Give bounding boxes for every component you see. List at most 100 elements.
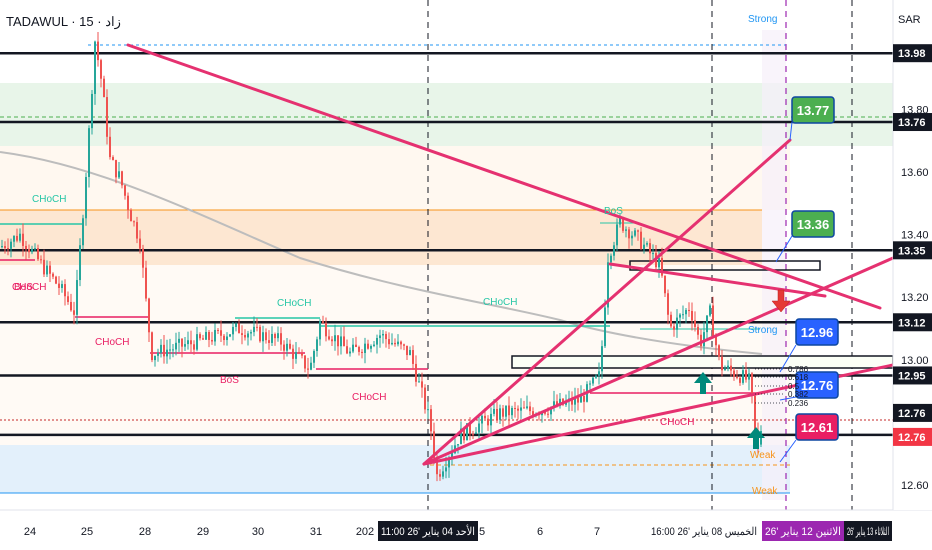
candle-body bbox=[406, 345, 408, 356]
candle-body bbox=[664, 275, 666, 294]
candle-body bbox=[592, 377, 594, 384]
candle-body bbox=[733, 370, 735, 377]
candle-body bbox=[259, 326, 261, 342]
candle-body bbox=[601, 346, 603, 372]
candle-body bbox=[700, 334, 702, 347]
price-badge bbox=[893, 313, 932, 332]
candle-body bbox=[325, 322, 327, 337]
candle-body bbox=[10, 241, 12, 249]
candle-body bbox=[130, 210, 132, 222]
time-tick-label: 31 bbox=[310, 526, 322, 538]
target-callout bbox=[791, 210, 835, 238]
candle-body bbox=[184, 344, 186, 347]
down-arrow-icon bbox=[771, 289, 791, 313]
candle-body bbox=[511, 407, 513, 416]
candle-body bbox=[163, 344, 165, 357]
callout-connectors bbox=[775, 121, 797, 463]
price-badge-label: 12.95 bbox=[898, 370, 926, 382]
target-callout bbox=[791, 96, 835, 124]
candle-body bbox=[292, 348, 294, 359]
target-callout-label: 13.36 bbox=[797, 217, 830, 232]
price-badge-label: 12.76 bbox=[898, 408, 926, 420]
candle-body bbox=[154, 355, 156, 361]
candle-body bbox=[547, 413, 549, 415]
candle-body bbox=[310, 362, 312, 370]
candle-body bbox=[526, 406, 528, 409]
candle-body bbox=[58, 283, 60, 288]
price-badge bbox=[893, 403, 932, 422]
candle-body bbox=[466, 423, 468, 441]
candle-body bbox=[343, 336, 345, 347]
candle-body bbox=[451, 453, 453, 459]
candle-body bbox=[697, 326, 699, 335]
candle-body bbox=[13, 235, 15, 242]
candle-body bbox=[442, 471, 444, 477]
candle-body bbox=[268, 340, 270, 343]
candle-body bbox=[559, 398, 561, 406]
choch-label: CHoCH bbox=[352, 392, 386, 403]
candle-body bbox=[100, 60, 102, 79]
candle-body bbox=[367, 343, 369, 349]
candle-body bbox=[649, 243, 651, 254]
choch-label: CHoCH bbox=[12, 282, 46, 293]
candle-body bbox=[409, 350, 411, 356]
price-badge-label: 13.76 bbox=[898, 117, 926, 129]
candle-body bbox=[355, 344, 357, 347]
strong-label: Strong bbox=[748, 325, 777, 336]
candle-body bbox=[166, 349, 168, 357]
candle-body bbox=[178, 338, 180, 343]
bos-label: BoS bbox=[14, 282, 33, 293]
weak-label: Weak bbox=[750, 450, 776, 461]
candle-body bbox=[616, 224, 618, 246]
candle-body bbox=[424, 387, 426, 410]
candle-body bbox=[73, 310, 75, 315]
candle-body bbox=[196, 334, 198, 350]
candle-body bbox=[634, 230, 636, 236]
candle-body bbox=[55, 276, 57, 284]
candle-body bbox=[574, 397, 576, 405]
candle-body bbox=[652, 253, 654, 255]
candle-body bbox=[703, 332, 705, 347]
price-badge-label: 13.35 bbox=[898, 245, 926, 257]
candle-body bbox=[7, 248, 9, 250]
moving-average-line bbox=[0, 151, 763, 355]
projection-zone bbox=[762, 30, 786, 500]
candle-body bbox=[247, 333, 249, 338]
candle-body bbox=[553, 401, 555, 408]
candle-body bbox=[742, 370, 744, 383]
fib-lines bbox=[755, 368, 785, 404]
candle-body bbox=[85, 177, 87, 219]
price-badge bbox=[893, 44, 932, 63]
candle-body bbox=[493, 408, 495, 414]
candle-body bbox=[115, 160, 117, 178]
candle-body bbox=[667, 293, 669, 315]
candle-body bbox=[544, 411, 546, 414]
candle-body bbox=[28, 249, 30, 253]
candle-body bbox=[484, 415, 486, 419]
fib-level-label: 0.382 bbox=[788, 390, 809, 399]
candle-body bbox=[718, 345, 720, 357]
time-tick-label: 30 bbox=[252, 526, 264, 538]
price-badge-label: 13.12 bbox=[898, 317, 926, 329]
candle-body bbox=[604, 307, 606, 347]
candle-body bbox=[658, 257, 660, 268]
candle-body bbox=[712, 305, 714, 337]
candle-body bbox=[556, 401, 558, 406]
candle-body bbox=[43, 259, 45, 275]
candle-body bbox=[622, 218, 624, 231]
candle-body bbox=[94, 41, 96, 94]
candle-body bbox=[226, 336, 228, 341]
candle-body bbox=[67, 296, 69, 302]
symbol-title[interactable]: TADAWUL · 15 · زاد bbox=[6, 14, 121, 29]
candle-body bbox=[169, 349, 171, 351]
candle-body bbox=[469, 423, 471, 434]
candle-body bbox=[739, 377, 741, 383]
candle-body bbox=[190, 340, 192, 345]
candle-body bbox=[508, 405, 510, 416]
candle-body bbox=[673, 326, 675, 330]
candle-body bbox=[349, 351, 351, 354]
candle-body bbox=[70, 301, 72, 311]
candle-body bbox=[688, 309, 690, 311]
candle-body bbox=[352, 344, 354, 352]
